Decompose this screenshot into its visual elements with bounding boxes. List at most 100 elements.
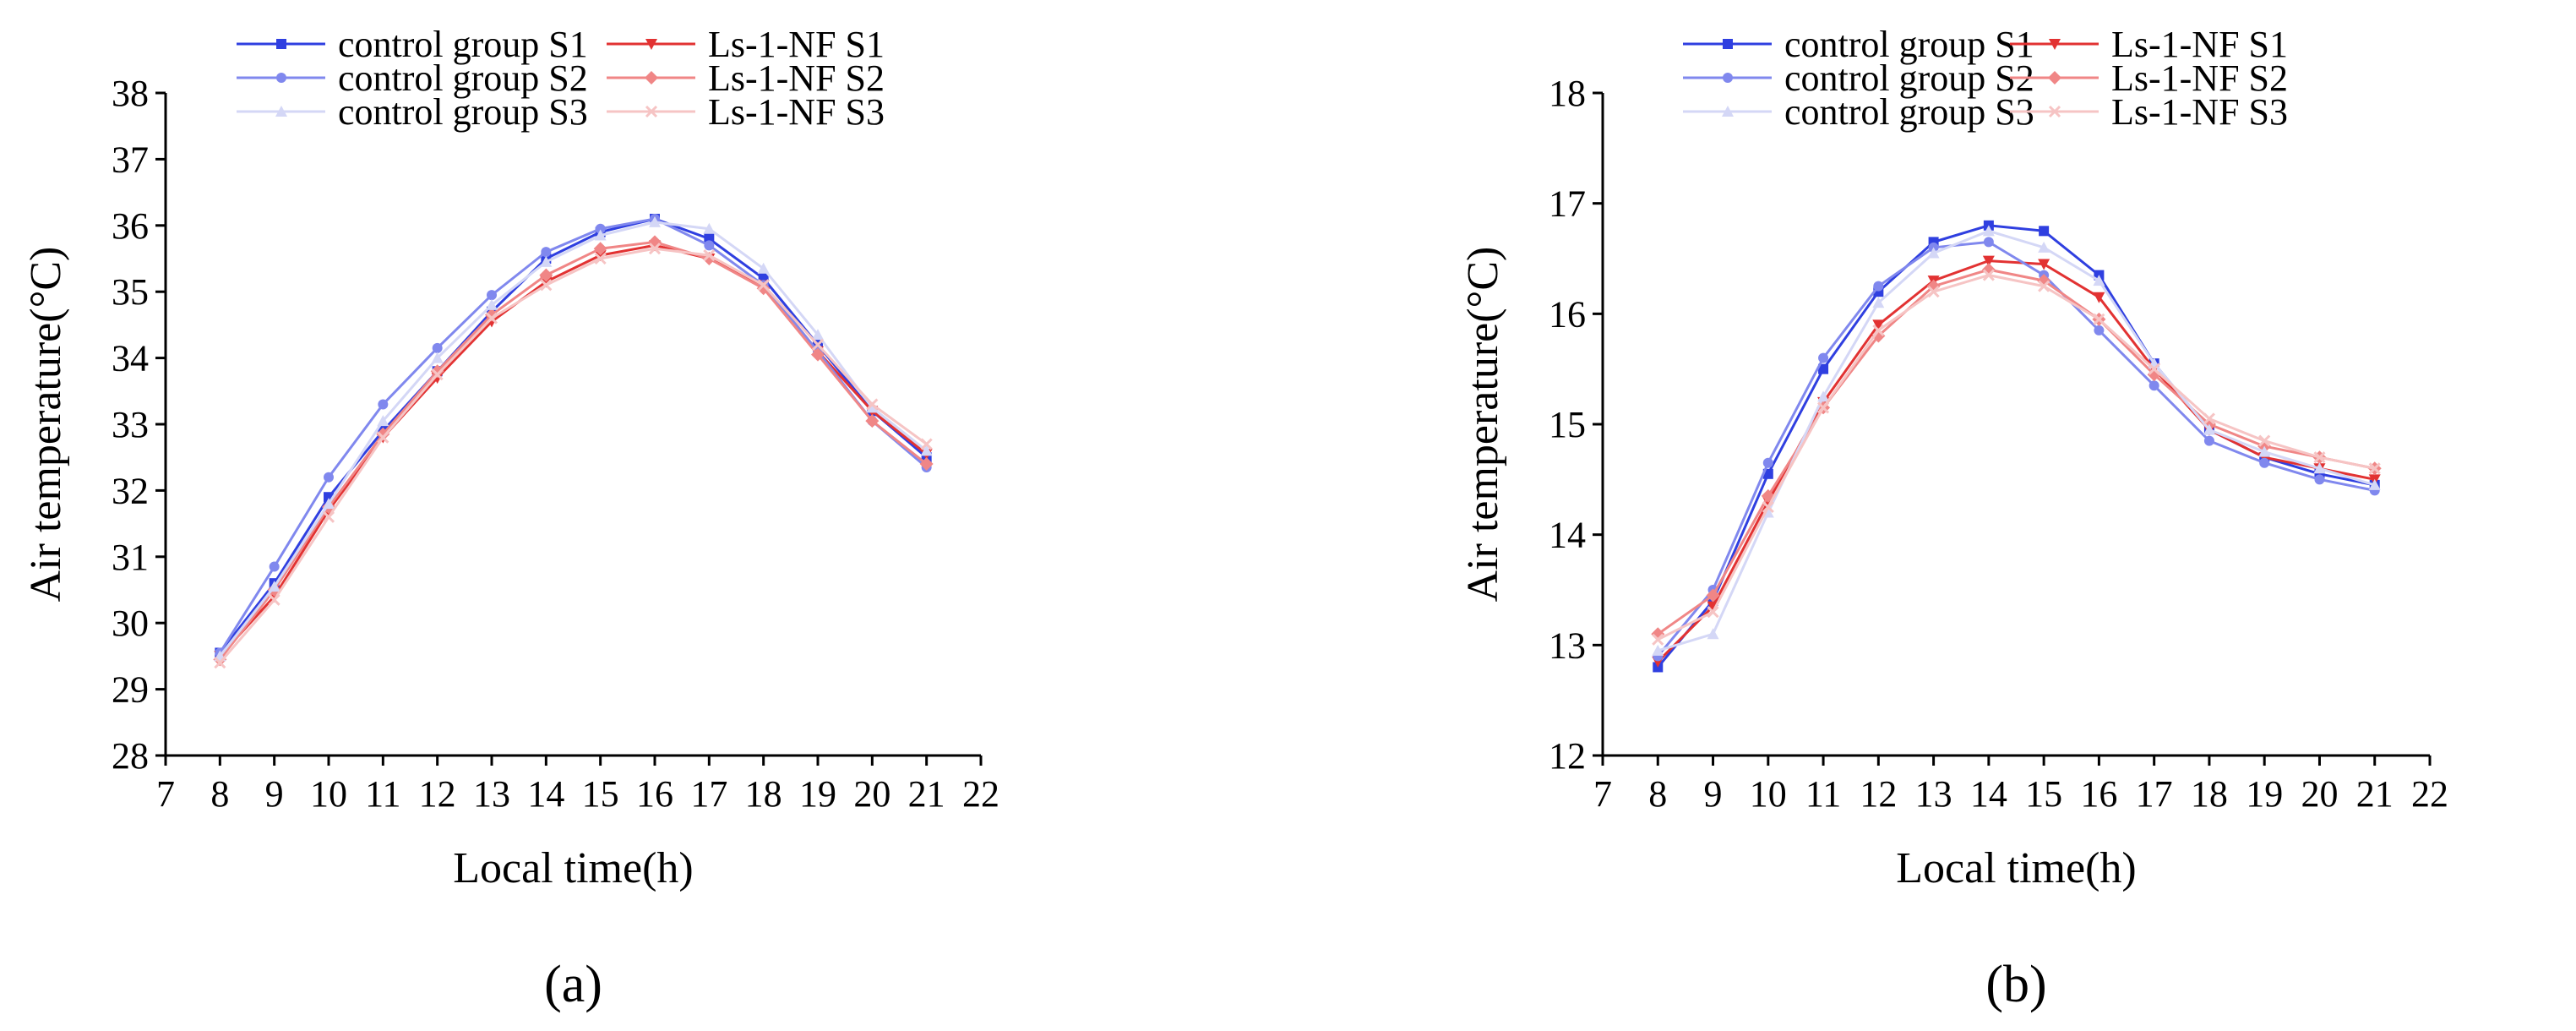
data-point: [2094, 325, 2105, 335]
y-tick-label: 18: [1549, 73, 1586, 114]
y-tick-label: 16: [1549, 293, 1586, 335]
data-point: [1818, 363, 1829, 374]
y-tick-label: 12: [1549, 735, 1586, 777]
data-point: [540, 279, 553, 292]
data-point: [2313, 451, 2326, 464]
legend-label: control group S3: [1784, 91, 2034, 133]
series-ls_S1: [1652, 255, 2381, 668]
data-point: [703, 249, 716, 262]
data-point: [2314, 474, 2325, 485]
legend-marker: [276, 73, 286, 83]
data-point: [756, 281, 771, 296]
legend-item: control group S1: [1683, 24, 2034, 65]
legend-marker: [1722, 106, 1734, 117]
data-point: [1927, 247, 1940, 259]
y-tick-label: 37: [112, 139, 149, 180]
data-point: [1762, 457, 1773, 468]
data-point: [1707, 628, 1719, 640]
y-tick-label: 17: [1549, 183, 1586, 225]
data-point: [2093, 292, 2105, 303]
series-line: [219, 221, 928, 657]
x-tick-label: 10: [1750, 773, 1787, 815]
x-tick-label: 22: [962, 773, 999, 815]
data-point: [268, 593, 280, 606]
data-point: [2039, 226, 2050, 237]
x-tick-label: 21: [2356, 773, 2394, 815]
data-point: [2093, 313, 2105, 325]
x-tick-label: 18: [2191, 773, 2228, 815]
legend-marker: [1723, 39, 1733, 49]
data-point: [920, 445, 933, 456]
series-control_S3: [214, 215, 933, 662]
x-tick-label: 8: [210, 773, 229, 815]
data-point: [1706, 588, 1720, 603]
data-point: [1817, 390, 1830, 402]
legend-item: control group S3: [1683, 91, 2034, 133]
data-point: [1652, 644, 1664, 656]
data-point: [269, 561, 280, 572]
series-line: [1657, 268, 2375, 636]
legend-item: Ls-1-NF S1: [607, 24, 885, 65]
data-point: [595, 223, 606, 234]
legend-item: Ls-1-NF S2: [607, 57, 885, 99]
data-point: [811, 338, 825, 351]
data-point: [1818, 352, 1829, 363]
data-point: [866, 398, 879, 411]
x-tick-label: 16: [636, 773, 673, 815]
data-point: [865, 414, 880, 428]
legend-marker: [1723, 73, 1733, 83]
data-point: [1872, 324, 1885, 336]
x-tick-label: 17: [2136, 773, 2173, 815]
y-tick-label: 38: [112, 73, 149, 114]
x-tick-label: 19: [799, 773, 836, 815]
y-axis-title: Air temperature(°C): [22, 247, 70, 603]
data-point: [2258, 434, 2271, 447]
data-point: [2203, 423, 2215, 435]
data-point: [1652, 633, 1664, 646]
data-point: [593, 242, 607, 256]
data-point: [431, 368, 444, 381]
legend-label: Ls-1-NF S1: [708, 24, 885, 65]
data-point: [540, 255, 553, 267]
data-point: [1872, 297, 1885, 308]
x-tick-label: 14: [527, 773, 564, 815]
data-point: [214, 657, 226, 669]
data-point: [323, 498, 335, 510]
data-point: [485, 312, 498, 325]
x-axis-title: Local time(h): [1896, 844, 2136, 892]
legend-item: Ls-1-NF S3: [2010, 91, 2288, 133]
panel-label: (a): [544, 956, 602, 1013]
x-tick-label: 21: [908, 773, 945, 815]
data-point: [539, 268, 553, 282]
x-tick-label: 18: [745, 773, 782, 815]
data-point: [1927, 286, 1940, 298]
x-tick-label: 15: [582, 773, 619, 815]
data-point: [486, 298, 498, 310]
data-point: [649, 215, 661, 227]
data-point: [866, 401, 879, 413]
y-tick-label: 32: [112, 470, 149, 511]
data-point: [2148, 380, 2159, 391]
data-point: [594, 252, 607, 265]
data-point: [920, 438, 933, 450]
data-point: [757, 262, 770, 274]
legend-label: Ls-1-NF S3: [708, 91, 885, 133]
y-tick-label: 13: [1549, 625, 1586, 666]
data-point: [431, 352, 444, 363]
data-point: [268, 581, 280, 592]
series-ls_S3: [214, 243, 933, 669]
y-tick-label: 28: [112, 735, 149, 777]
series-line: [1657, 259, 2375, 663]
legend-label: control group S1: [338, 24, 588, 65]
data-point: [811, 347, 825, 362]
x-tick-label: 9: [265, 773, 284, 815]
x-tick-label: 14: [1970, 773, 2007, 815]
data-point: [1982, 255, 1995, 267]
x-tick-label: 7: [1593, 773, 1612, 815]
series-line: [219, 240, 928, 661]
data-point: [812, 329, 824, 341]
x-tick-label: 8: [1648, 773, 1667, 815]
data-point: [487, 290, 497, 301]
